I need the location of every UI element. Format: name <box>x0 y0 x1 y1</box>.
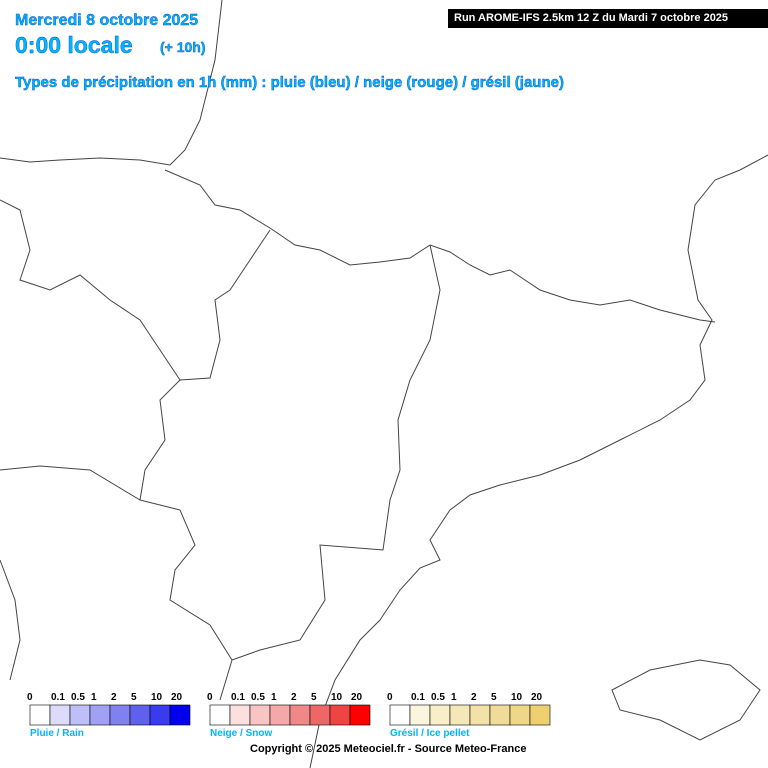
legend-name: Neige / Snow <box>210 728 272 739</box>
swatch <box>149 704 171 726</box>
swatch <box>469 704 491 726</box>
swatch <box>209 704 231 726</box>
legend-tick: 2 <box>291 692 297 703</box>
legend-tick: 10 <box>511 692 523 703</box>
island <box>611 659 761 741</box>
swatch <box>329 704 351 726</box>
legend-tick: 10 <box>331 692 343 703</box>
legend-tick: 0.5 <box>431 692 445 703</box>
swatch <box>29 704 51 726</box>
pyrenees-border <box>164 169 716 323</box>
legend-tick: 5 <box>311 692 317 703</box>
swatch <box>249 704 271 726</box>
legend-tick: 5 <box>491 692 497 703</box>
legend-tick: 0.1 <box>231 692 245 703</box>
copyright: Copyright © 2025 Meteociel.fr - Source M… <box>250 743 527 755</box>
swatch <box>289 704 311 726</box>
swatch <box>509 704 531 726</box>
legend-tick: 0 <box>27 692 33 703</box>
swatch <box>349 704 371 726</box>
legend-tick: 10 <box>151 692 163 703</box>
swatch <box>309 704 331 726</box>
legend-tick: 1 <box>271 692 277 703</box>
legend-tick: 0 <box>207 692 213 703</box>
swatch <box>49 704 71 726</box>
region-border <box>0 199 181 381</box>
legend-name: Pluie / Rain <box>30 728 84 739</box>
swatch <box>269 704 291 726</box>
run-info: Run AROME-IFS 2.5km 12 Z du Mardi 7 octo… <box>448 9 768 28</box>
subtitle: Types de précipitation en 1h (mm) : plui… <box>15 74 564 91</box>
swatch <box>409 704 431 726</box>
swatch <box>389 704 411 726</box>
legend-tick: 0.5 <box>71 692 85 703</box>
region-border <box>0 559 21 681</box>
swatch <box>69 704 91 726</box>
legend-tick: 20 <box>531 692 543 703</box>
swatch <box>489 704 511 726</box>
legend-tick: 1 <box>91 692 97 703</box>
swatch <box>129 704 151 726</box>
swatch <box>529 704 551 726</box>
coastline <box>309 154 768 768</box>
legend-tick: 0.1 <box>51 692 65 703</box>
legend-tick: 20 <box>171 692 183 703</box>
region-border <box>219 244 441 701</box>
legend-name: Grésil / Ice pellet <box>390 728 470 739</box>
legend-tick: 0.1 <box>411 692 425 703</box>
coastline <box>0 0 223 166</box>
legend-tick: 20 <box>351 692 363 703</box>
legend-tick: 5 <box>131 692 137 703</box>
legend-tick: 2 <box>471 692 477 703</box>
swatch <box>169 704 191 726</box>
offset: (+ 10h) <box>160 39 206 55</box>
time: 0:00 locale <box>15 32 133 58</box>
swatch <box>109 704 131 726</box>
legend-tick: 0.5 <box>251 692 265 703</box>
swatch <box>429 704 451 726</box>
legend-tick: 2 <box>111 692 117 703</box>
swatch <box>89 704 111 726</box>
swatch <box>229 704 251 726</box>
region-border <box>0 465 141 501</box>
legend-tick: 1 <box>451 692 457 703</box>
swatch <box>449 704 471 726</box>
region-border <box>139 229 271 661</box>
date: Mercredi 8 octobre 2025 <box>15 12 199 29</box>
legend-tick: 0 <box>387 692 393 703</box>
